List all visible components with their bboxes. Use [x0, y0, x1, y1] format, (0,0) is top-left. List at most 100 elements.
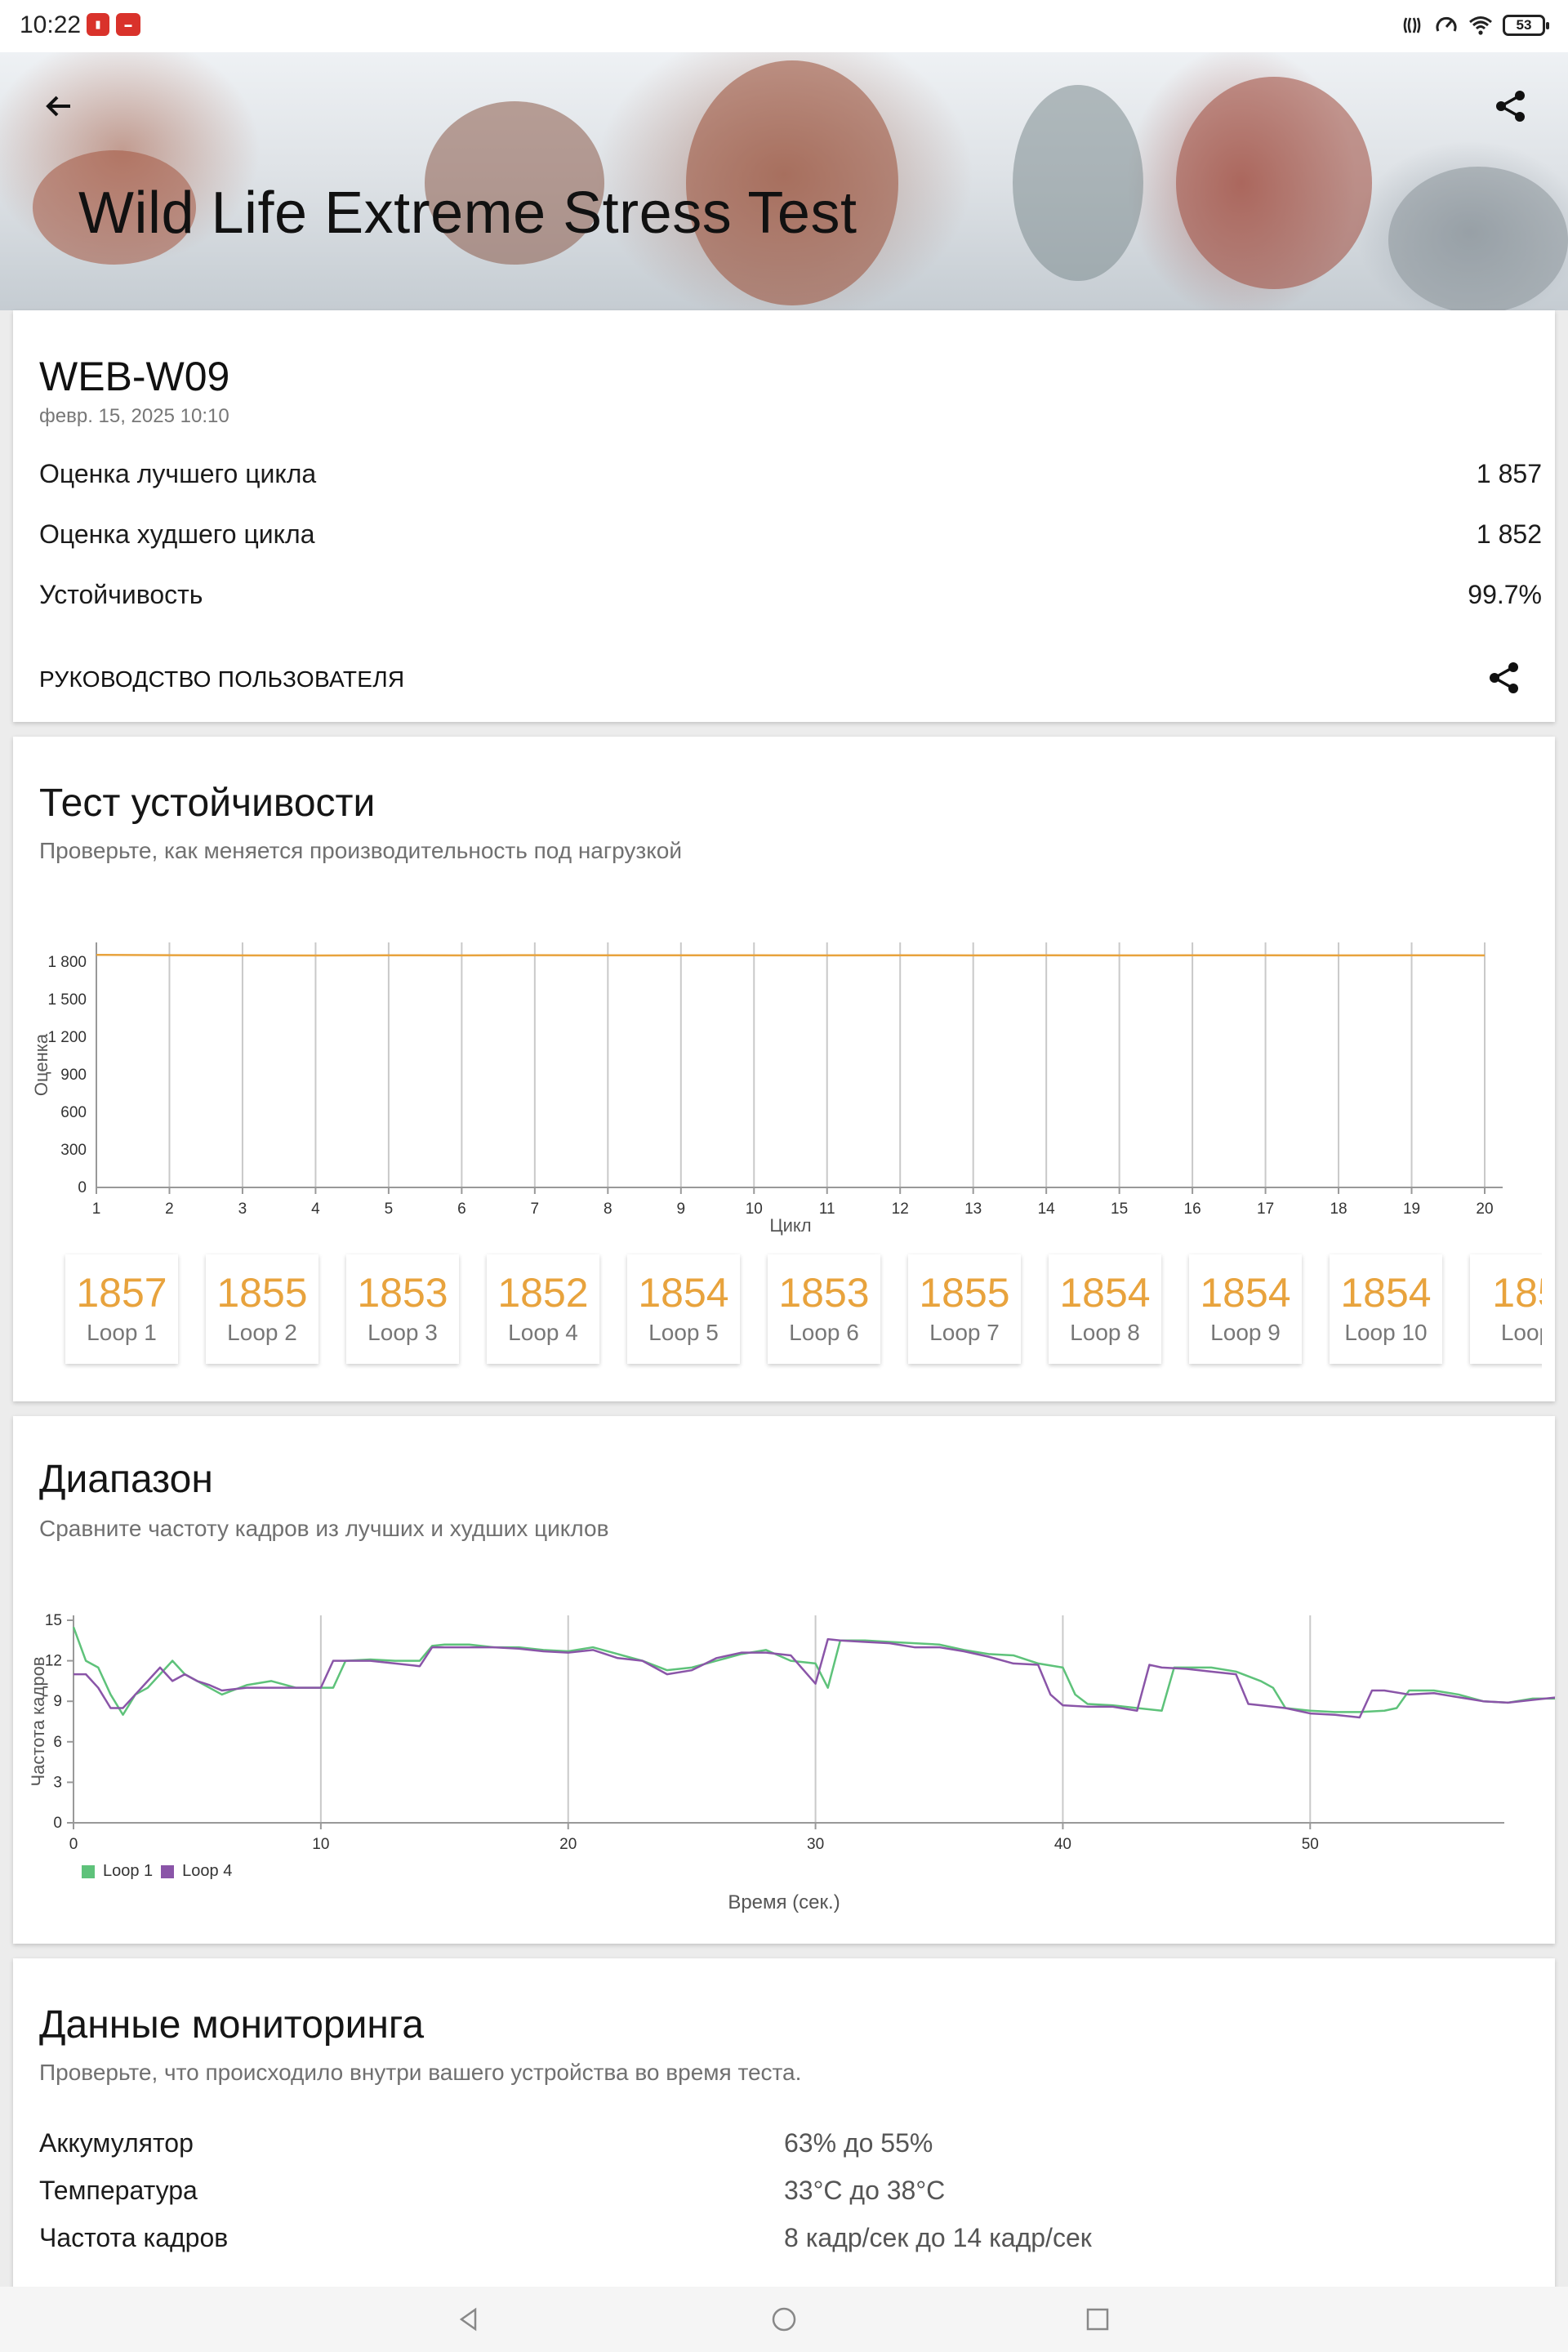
x-tick-label: 16 — [1184, 1200, 1201, 1218]
x-tick-label: 18 — [1330, 1200, 1347, 1218]
test-date: февр. 15, 2025 10:10 — [39, 405, 229, 427]
x-tick-label: 7 — [531, 1200, 540, 1218]
row-value: 99.7% — [1468, 580, 1542, 609]
y-tick-label: 600 — [60, 1104, 87, 1121]
x-tick-label: 13 — [964, 1200, 982, 1218]
loop-score-list[interactable]: 1857 Loop 1 1855 Loop 2 1853 Loop 3 1852 Loop 4… — [39, 1250, 1542, 1372]
loop-label: Loop 6 — [789, 1320, 859, 1345]
series-line-loop-1 — [72, 1626, 1555, 1716]
loop-card[interactable]: 185 Loop — [1470, 1254, 1542, 1364]
section-title: Тест устойчивости — [39, 782, 376, 825]
y-tick-label: 300 — [60, 1142, 87, 1159]
x-tick-label: 40 — [1054, 1836, 1071, 1853]
x-tick-label: 10 — [746, 1200, 763, 1218]
loop-label: Loop 4 — [508, 1320, 578, 1345]
loop-card[interactable]: 1855 Loop 7 — [908, 1254, 1021, 1364]
loop-card[interactable]: 1852 Loop 4 — [487, 1254, 599, 1364]
nav-home-button[interactable] — [768, 2303, 800, 2336]
battery-icon: 53 — [1503, 15, 1549, 36]
triangle-back-icon — [459, 2307, 477, 2332]
y-tick-label: 1 500 — [47, 991, 87, 1009]
banner-art — [1388, 167, 1568, 310]
loop-score: 1854 — [1059, 1270, 1151, 1316]
section-subtitle: Проверьте, как меняется производительнос… — [39, 838, 682, 863]
temperature-value: 33°C до 38°C — [784, 2176, 946, 2205]
y-tick-label: 900 — [60, 1067, 87, 1084]
loop-card[interactable]: 1854 Loop 5 — [627, 1254, 740, 1364]
row-label: Оценка худшего цикла — [39, 519, 315, 549]
loop-card[interactable]: 1854 Loop 8 — [1049, 1254, 1161, 1364]
loop-score: 1853 — [778, 1270, 870, 1316]
stability-chart: 1 2 3 4 5 6 7 8 9 10 11 12 13 14 15 16 17 18 19 20030060090… — [31, 942, 1503, 1236]
x-axis-title: Цикл — [769, 1215, 811, 1236]
y-tick-label: 1 200 — [47, 1029, 87, 1046]
loop-card[interactable]: 1857 Loop 1 — [65, 1254, 178, 1364]
page-title: Wild Life Extreme Stress Test — [78, 180, 858, 246]
series-line-loop-4 — [74, 1637, 1555, 1719]
y-tick-label: 15 — [45, 1612, 62, 1629]
loop-card[interactable]: 1854 Loop 10 — [1330, 1254, 1442, 1364]
row-label: Оценка лучшего цикла — [39, 459, 317, 488]
y-tick-label: 3 — [53, 1774, 62, 1791]
x-tick-label: 17 — [1257, 1200, 1274, 1218]
x-tick-label: 2 — [165, 1200, 174, 1218]
loop-label: Loop — [1500, 1320, 1542, 1345]
loop-label: Loop 8 — [1070, 1320, 1140, 1345]
share-icon — [1490, 662, 1518, 693]
monitoring-card: Данные мониторинга Проверьте, что происх… — [13, 1958, 1555, 2352]
x-tick-label: 1 — [92, 1200, 101, 1218]
y-tick-label: 6 — [53, 1734, 62, 1751]
row-value: 1 852 — [1476, 519, 1542, 549]
x-tick-label: 30 — [807, 1836, 824, 1853]
x-tick-label: 6 — [457, 1200, 466, 1218]
square-recents-icon — [1086, 2308, 1109, 2331]
loop-score: 1854 — [1340, 1270, 1432, 1316]
x-tick-label: 5 — [385, 1200, 394, 1218]
banner-art — [686, 60, 898, 305]
loop-score: 1855 — [919, 1270, 1010, 1316]
loop-label: Loop 9 — [1210, 1320, 1281, 1345]
loop-label: Loop 2 — [227, 1320, 297, 1345]
arrow-left-icon — [46, 96, 70, 117]
share-icon — [1496, 91, 1525, 122]
loop-card[interactable]: 1854 Loop 9 — [1189, 1254, 1302, 1364]
share-button[interactable] — [1490, 85, 1532, 127]
nav-recents-button[interactable] — [1081, 2303, 1114, 2336]
x-tick-label: 20 — [1476, 1200, 1493, 1218]
loop-label: Loop 10 — [1344, 1320, 1428, 1345]
framerate-label: Частота кадров — [39, 2223, 229, 2252]
stability-row: Устойчивость 99.7% — [39, 580, 1542, 610]
loop-card[interactable]: 1855 Loop 2 — [206, 1254, 318, 1364]
loop-card[interactable]: 1853 Loop 3 — [346, 1254, 459, 1364]
navigation-bar — [0, 2287, 1568, 2352]
status-icons: 53 — [1400, 13, 1549, 38]
framerate-chart: 0 10 20 30 40 50 0 3 6 9 12 15 Частота кадров — [28, 1612, 1555, 1853]
x-tick-label: 10 — [312, 1836, 329, 1853]
y-axis-title: Оценка — [31, 1033, 51, 1096]
legend-swatch — [82, 1864, 95, 1878]
notification-app-icon: ▬ — [116, 13, 140, 36]
x-tick-label: 19 — [1403, 1200, 1420, 1218]
temperature-label: Температура — [39, 2176, 198, 2205]
banner-art — [1176, 77, 1372, 289]
section-title: Диапазон — [39, 1458, 213, 1501]
y-tick-label: 1 800 — [47, 954, 87, 971]
share-result-button[interactable] — [1483, 657, 1526, 699]
back-button[interactable] — [38, 85, 80, 127]
loop-score: 185 — [1492, 1270, 1542, 1316]
section-subtitle: Проверьте, что происходило внутри вашего… — [39, 2060, 802, 2085]
legend-swatch — [161, 1864, 175, 1878]
row-label: Устойчивость — [39, 580, 203, 609]
nav-back-button[interactable] — [452, 2303, 485, 2336]
worst-loop-row: Оценка худшего цикла 1 852 — [39, 519, 1542, 550]
user-guide-link[interactable]: РУКОВОДСТВО ПОЛЬЗОВАТЕЛЯ — [39, 666, 405, 692]
banner-art — [425, 101, 604, 265]
loop-label: Loop 5 — [648, 1320, 719, 1345]
x-tick-label: 20 — [559, 1836, 577, 1853]
loop-card[interactable]: 1853 Loop 6 — [768, 1254, 880, 1364]
x-tick-label: 12 — [892, 1200, 909, 1218]
y-tick-label: 0 — [53, 1815, 62, 1832]
nfc-icon — [1403, 17, 1421, 33]
legend-label: Loop 1 — [103, 1862, 154, 1880]
x-tick-label: 50 — [1302, 1836, 1319, 1853]
